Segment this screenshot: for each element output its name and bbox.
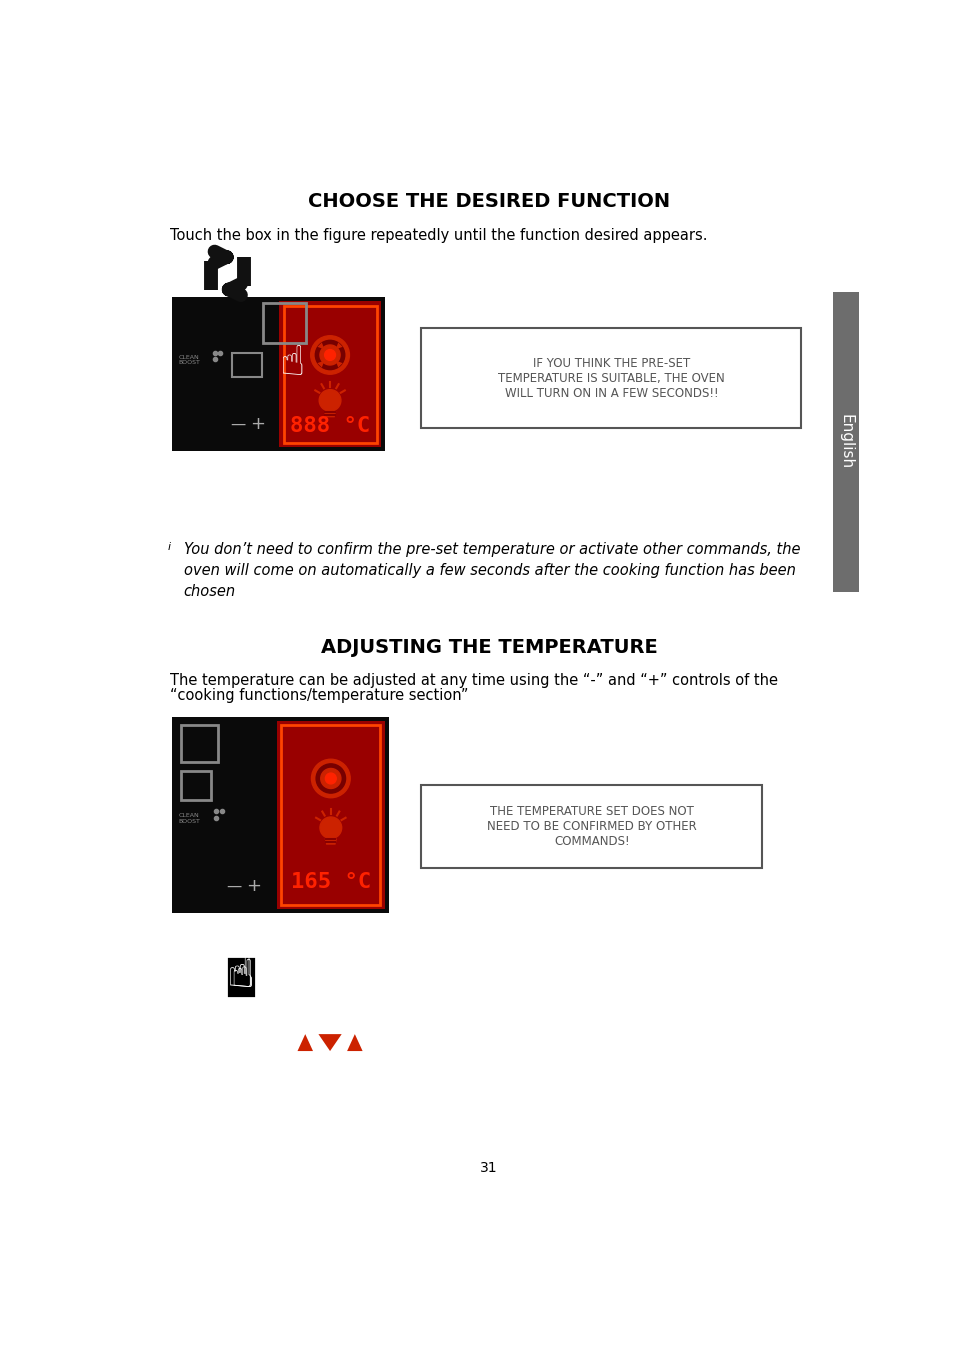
Text: CLEAN: CLEAN (178, 814, 198, 818)
Text: ☝: ☝ (227, 953, 253, 997)
Text: “cooking functions/temperature section”: “cooking functions/temperature section” (170, 688, 468, 703)
Circle shape (315, 340, 344, 370)
Polygon shape (318, 1034, 341, 1051)
Text: ☝: ☝ (230, 957, 253, 995)
Text: +: + (246, 877, 260, 895)
Circle shape (319, 345, 340, 366)
FancyBboxPatch shape (832, 292, 858, 592)
Text: BOOST: BOOST (178, 360, 200, 366)
Circle shape (311, 760, 350, 798)
FancyBboxPatch shape (421, 328, 801, 428)
Circle shape (335, 351, 343, 359)
Text: CLEAN: CLEAN (178, 355, 198, 360)
Circle shape (326, 343, 334, 349)
Polygon shape (297, 1034, 313, 1051)
Circle shape (316, 351, 324, 359)
Polygon shape (335, 343, 342, 349)
FancyBboxPatch shape (172, 298, 385, 451)
Circle shape (320, 769, 340, 788)
Circle shape (315, 764, 345, 793)
Polygon shape (317, 360, 324, 367)
Text: 888 °C: 888 °C (290, 416, 370, 436)
Polygon shape (324, 838, 336, 845)
Text: ☝: ☝ (279, 341, 304, 383)
Circle shape (319, 816, 341, 838)
Circle shape (325, 773, 335, 784)
Text: The temperature can be adjusted at any time using the “-” and “+” controls of th: The temperature can be adjusted at any t… (170, 673, 777, 688)
Circle shape (311, 336, 349, 374)
Text: BOOST: BOOST (178, 819, 200, 823)
FancyBboxPatch shape (421, 784, 761, 868)
Text: i: i (168, 543, 171, 552)
Polygon shape (335, 360, 342, 367)
Text: +: + (250, 416, 264, 433)
Text: CHOOSE THE DESIRED FUNCTION: CHOOSE THE DESIRED FUNCTION (308, 192, 669, 211)
Text: ADJUSTING THE TEMPERATURE: ADJUSTING THE TEMPERATURE (320, 638, 657, 657)
Text: THE TEMPERATURE SET DOES NOT
NEED TO BE CONFIRMED BY OTHER
COMMANDS!: THE TEMPERATURE SET DOES NOT NEED TO BE … (487, 804, 696, 848)
FancyBboxPatch shape (278, 301, 381, 447)
FancyBboxPatch shape (276, 720, 385, 910)
Polygon shape (347, 1034, 362, 1051)
FancyBboxPatch shape (226, 956, 255, 998)
Text: —: — (230, 417, 245, 432)
Text: English: English (838, 414, 852, 470)
Text: Touch the box in the figure repeatedly until the function desired appears.: Touch the box in the figure repeatedly u… (170, 227, 706, 242)
FancyBboxPatch shape (172, 716, 389, 913)
Text: —: — (226, 879, 241, 894)
Text: 31: 31 (479, 1160, 497, 1175)
Circle shape (324, 349, 335, 360)
Polygon shape (323, 412, 335, 417)
Polygon shape (317, 343, 324, 349)
Text: IF YOU THINK THE PRE-SET
TEMPERATURE IS SUITABLE, THE OVEN
WILL TURN ON IN A FEW: IF YOU THINK THE PRE-SET TEMPERATURE IS … (497, 356, 724, 399)
Circle shape (326, 360, 334, 368)
Circle shape (319, 390, 340, 412)
Text: You don’t need to confirm the pre-set temperature or activate other commands, th: You don’t need to confirm the pre-set te… (183, 542, 800, 598)
Text: 165 °C: 165 °C (291, 872, 371, 892)
